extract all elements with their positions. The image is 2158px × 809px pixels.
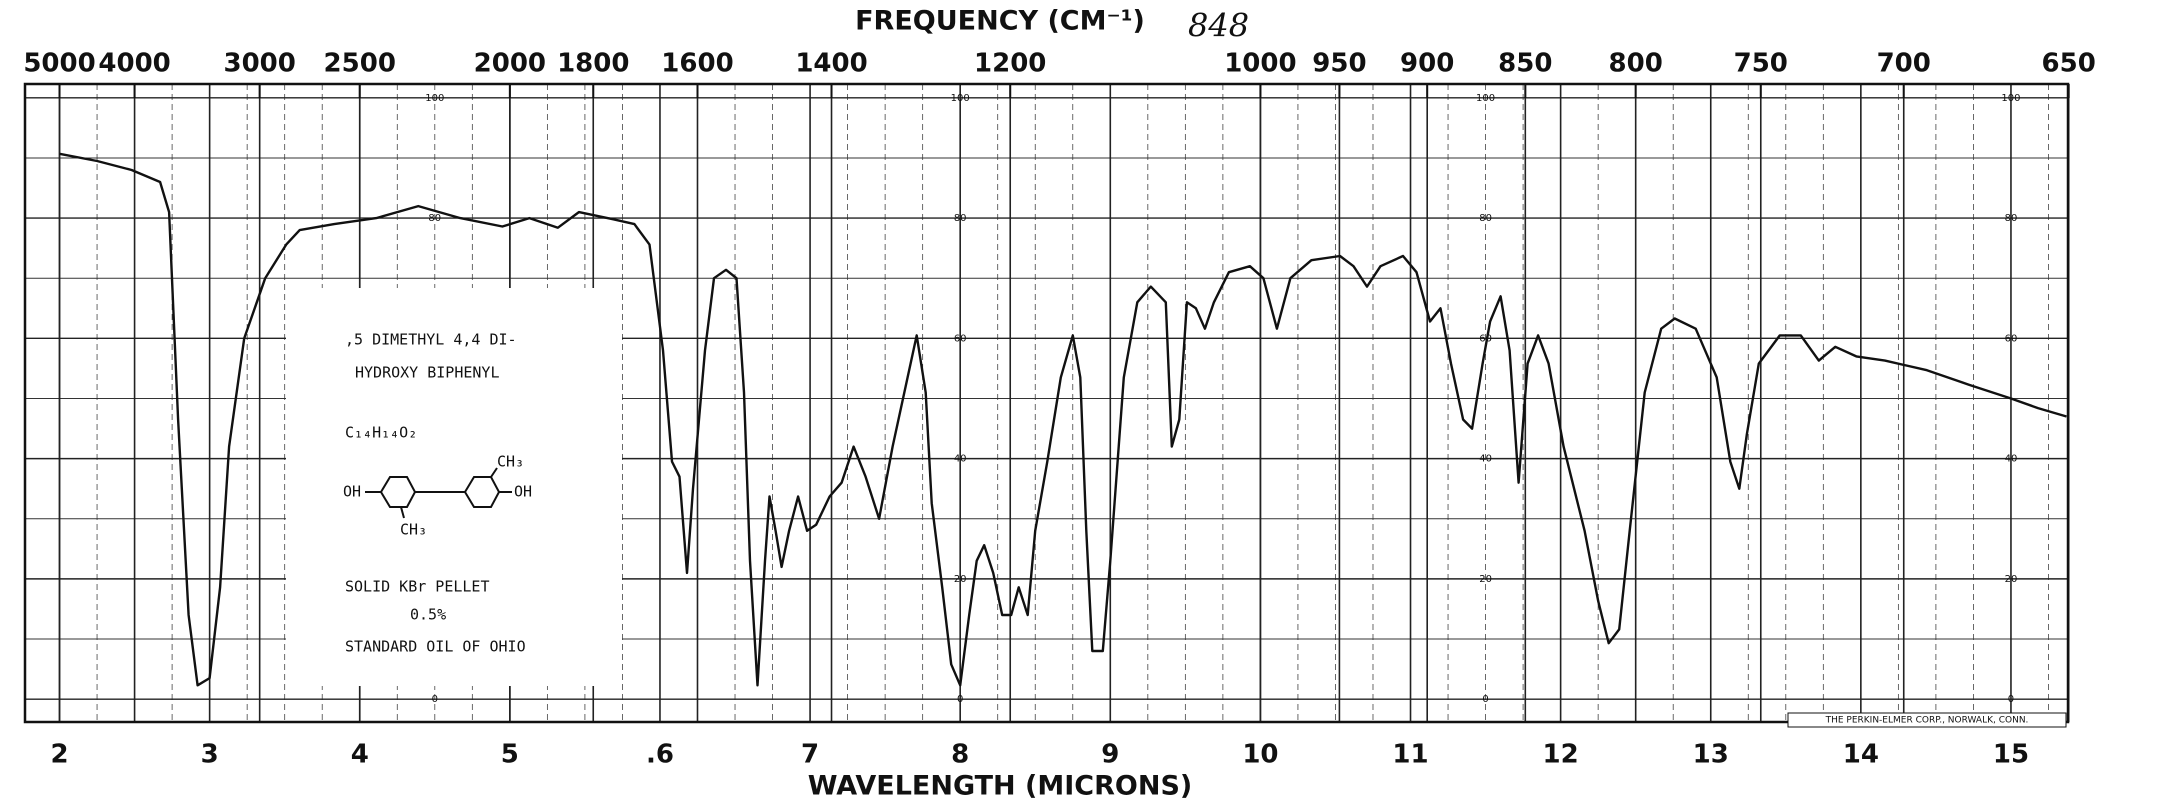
sample-formula: C₁₄H₁₄O₂ — [345, 424, 417, 442]
sample-line: STANDARD OIL OF OHIO — [345, 638, 526, 656]
sample-box: ,5 DIMETHYL 4,4 DI- HYDROXY BIPHENYL C₁₄… — [286, 288, 622, 686]
sample-line: 0.5% — [410, 606, 446, 624]
y-tick-label: 80 — [954, 213, 967, 224]
x-tick-label: .6 — [646, 740, 674, 770]
x-tick-label: 14 — [1843, 740, 1879, 770]
top-tick-label: 1600 — [661, 49, 733, 79]
y-tick-label: 80 — [1479, 213, 1492, 224]
top-tick-label: 2000 — [474, 49, 546, 79]
x-tick-label: 4 — [351, 740, 369, 770]
y-tick-label: 80 — [2005, 213, 2018, 224]
top-tick-label: 850 — [1498, 49, 1552, 79]
sample-line: ,5 DIMETHYL 4,4 DI- — [345, 331, 517, 349]
credit-box — [1787, 712, 2067, 728]
y-tick-label: 0 — [2008, 694, 2014, 705]
top-tick-label: 1800 — [557, 49, 629, 79]
bond — [400, 506, 405, 519]
y-tick-label: 60 — [954, 333, 967, 344]
sample-number: 848 — [1188, 7, 1249, 45]
structure-label: CH₃ — [400, 521, 427, 539]
y-tick-label: 0 — [957, 694, 963, 705]
x-tick-label: 9 — [1101, 740, 1119, 770]
y-tick-label: 20 — [954, 574, 967, 585]
top-axis-title: FREQUENCY (CM⁻¹) — [855, 6, 1145, 37]
top-tick-label: 700 — [1877, 49, 1931, 79]
y-tick-label: 40 — [954, 454, 967, 465]
x-tick-label: 3 — [201, 740, 219, 770]
x-tick-label: 12 — [1543, 740, 1579, 770]
y-tick-label: 60 — [2005, 333, 2018, 344]
y-tick-label: 60 — [1479, 333, 1492, 344]
sample-line: SOLID KBr PELLET — [345, 578, 490, 596]
x-axis-title: WAVELENGTH (MICRONS) — [808, 771, 1193, 802]
sample-box-bg — [286, 288, 622, 686]
x-tick-label: 10 — [1242, 740, 1278, 770]
x-tick-label: 5 — [501, 740, 519, 770]
y-tick-label: 100 — [1476, 93, 1495, 104]
top-tick-label: 1400 — [795, 49, 867, 79]
structure — [365, 467, 512, 519]
structure-label: CH₃ — [497, 453, 524, 471]
grid — [25, 84, 2070, 722]
x-tick-label: 2 — [50, 740, 68, 770]
top-tick-label: 950 — [1312, 49, 1366, 79]
x-tick-label: 13 — [1693, 740, 1729, 770]
bond — [490, 467, 498, 478]
y-tick-label: 0 — [432, 694, 438, 705]
credit: THE PERKIN-ELMER CORP., NORWALK, CONN. — [1825, 716, 2029, 726]
y-tick-label: 100 — [425, 93, 444, 104]
top-tick-label: 800 — [1609, 49, 1663, 79]
structure-label: OH — [343, 483, 361, 501]
top-tick-label: 900 — [1400, 49, 1454, 79]
y-tick-label: 40 — [1479, 454, 1492, 465]
y-tick-label: 100 — [2001, 93, 2020, 104]
top-tick-label: 2500 — [324, 49, 396, 79]
x-tick-label: 7 — [801, 740, 819, 770]
plot-frame — [23, 82, 2070, 724]
structure-label: OH — [514, 483, 532, 501]
top-tick-label: 650 — [2042, 49, 2096, 79]
y-tick-label: 100 — [951, 93, 970, 104]
top-tick-label: 1000 — [1224, 49, 1296, 79]
top-tick-label: 3000 — [223, 49, 295, 79]
x-tick-label: 8 — [951, 740, 969, 770]
y-tick-label: 40 — [2005, 454, 2018, 465]
spectrum-line — [59, 152, 2067, 687]
sample-line: HYDROXY BIPHENYL — [355, 364, 500, 382]
x-tick-label: 11 — [1392, 740, 1428, 770]
y-tick-label: 80 — [428, 213, 441, 224]
y-tick-label: 20 — [2005, 574, 2018, 585]
x-tick-label: 15 — [1993, 740, 2029, 770]
top-tick-label: 750 — [1734, 49, 1788, 79]
y-tick-label: 0 — [1482, 694, 1488, 705]
y-tick-label: 20 — [1479, 574, 1492, 585]
top-tick-label: 4000 — [98, 49, 170, 79]
top-tick-label: 1200 — [974, 49, 1046, 79]
top-tick-label: 5000 — [23, 49, 95, 79]
